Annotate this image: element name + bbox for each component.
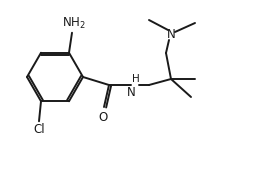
Text: H: H bbox=[132, 74, 140, 84]
Text: NH$_2$: NH$_2$ bbox=[62, 16, 86, 31]
Text: O: O bbox=[98, 111, 108, 124]
Text: N: N bbox=[167, 28, 175, 41]
Text: N: N bbox=[127, 86, 135, 99]
Text: Cl: Cl bbox=[33, 123, 45, 136]
